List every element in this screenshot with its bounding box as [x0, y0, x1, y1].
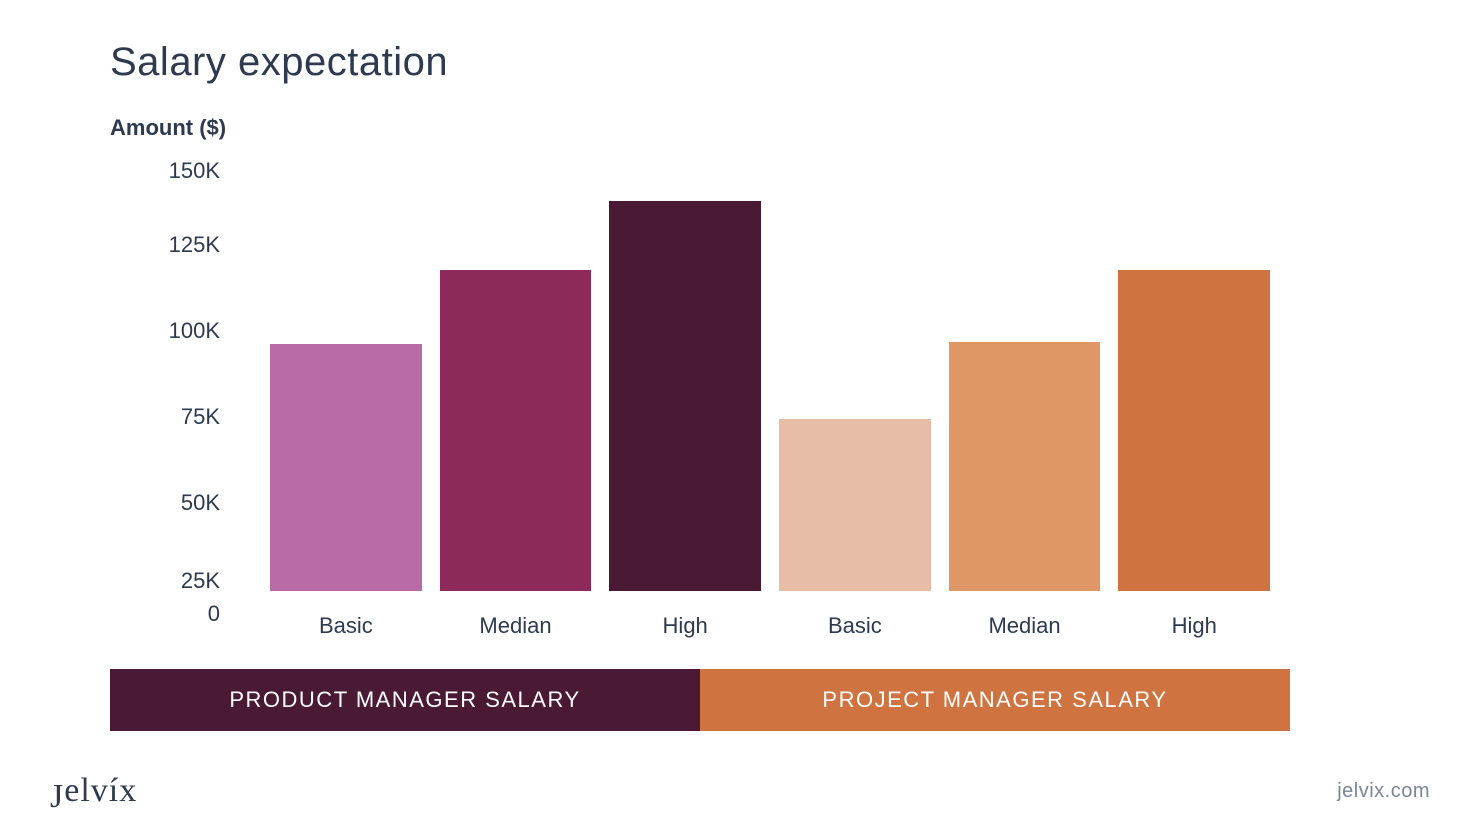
- bar: [1118, 270, 1270, 591]
- legend-project-manager: PROJECT MANAGER SALARY: [700, 669, 1290, 731]
- x-label: Median: [440, 613, 592, 639]
- x-label: Median: [949, 613, 1101, 639]
- bar: [440, 270, 592, 591]
- chart-title: Salary expectation: [110, 40, 1370, 85]
- footer-url: jelvix.com: [1337, 780, 1430, 803]
- y-axis-label: Amount ($): [110, 115, 1370, 141]
- chart-container: Salary expectation Amount ($) 150K 125K …: [0, 0, 1480, 731]
- legend-row: PRODUCT MANAGER SALARY PROJECT MANAGER S…: [110, 669, 1290, 731]
- bar: [779, 419, 931, 591]
- x-label: High: [609, 613, 761, 639]
- y-axis-ticks: 150K 125K 100K 75K 50K 25K: [110, 161, 250, 591]
- x-label: Basic: [270, 613, 422, 639]
- x-axis-labels: Basic Median High Basic Median High: [250, 613, 1290, 639]
- footer: Jelvíx jelvix.com: [0, 772, 1480, 810]
- bar: [270, 344, 422, 591]
- legend-product-manager: PRODUCT MANAGER SALARY: [110, 669, 700, 731]
- bars-area: [250, 161, 1290, 591]
- x-label: High: [1118, 613, 1270, 639]
- chart-plot: 150K 125K 100K 75K 50K 25K 0 Basic Median…: [110, 161, 1290, 731]
- bar: [949, 342, 1101, 591]
- logo: Jelvíx: [50, 772, 137, 810]
- y-tick-zero: 0: [110, 601, 250, 627]
- x-label: Basic: [779, 613, 931, 639]
- bar: [609, 201, 761, 591]
